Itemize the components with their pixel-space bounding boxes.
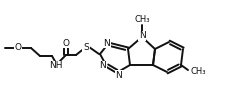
Text: CH₃: CH₃: [190, 67, 206, 77]
Text: N: N: [116, 70, 122, 80]
Text: N: N: [104, 39, 110, 47]
Text: O: O: [62, 39, 69, 47]
Text: N: N: [139, 31, 145, 41]
Text: NH: NH: [49, 61, 63, 70]
Text: N: N: [100, 61, 106, 70]
Text: O: O: [15, 44, 22, 53]
Text: CH₃: CH₃: [134, 14, 150, 24]
Text: S: S: [83, 42, 89, 52]
